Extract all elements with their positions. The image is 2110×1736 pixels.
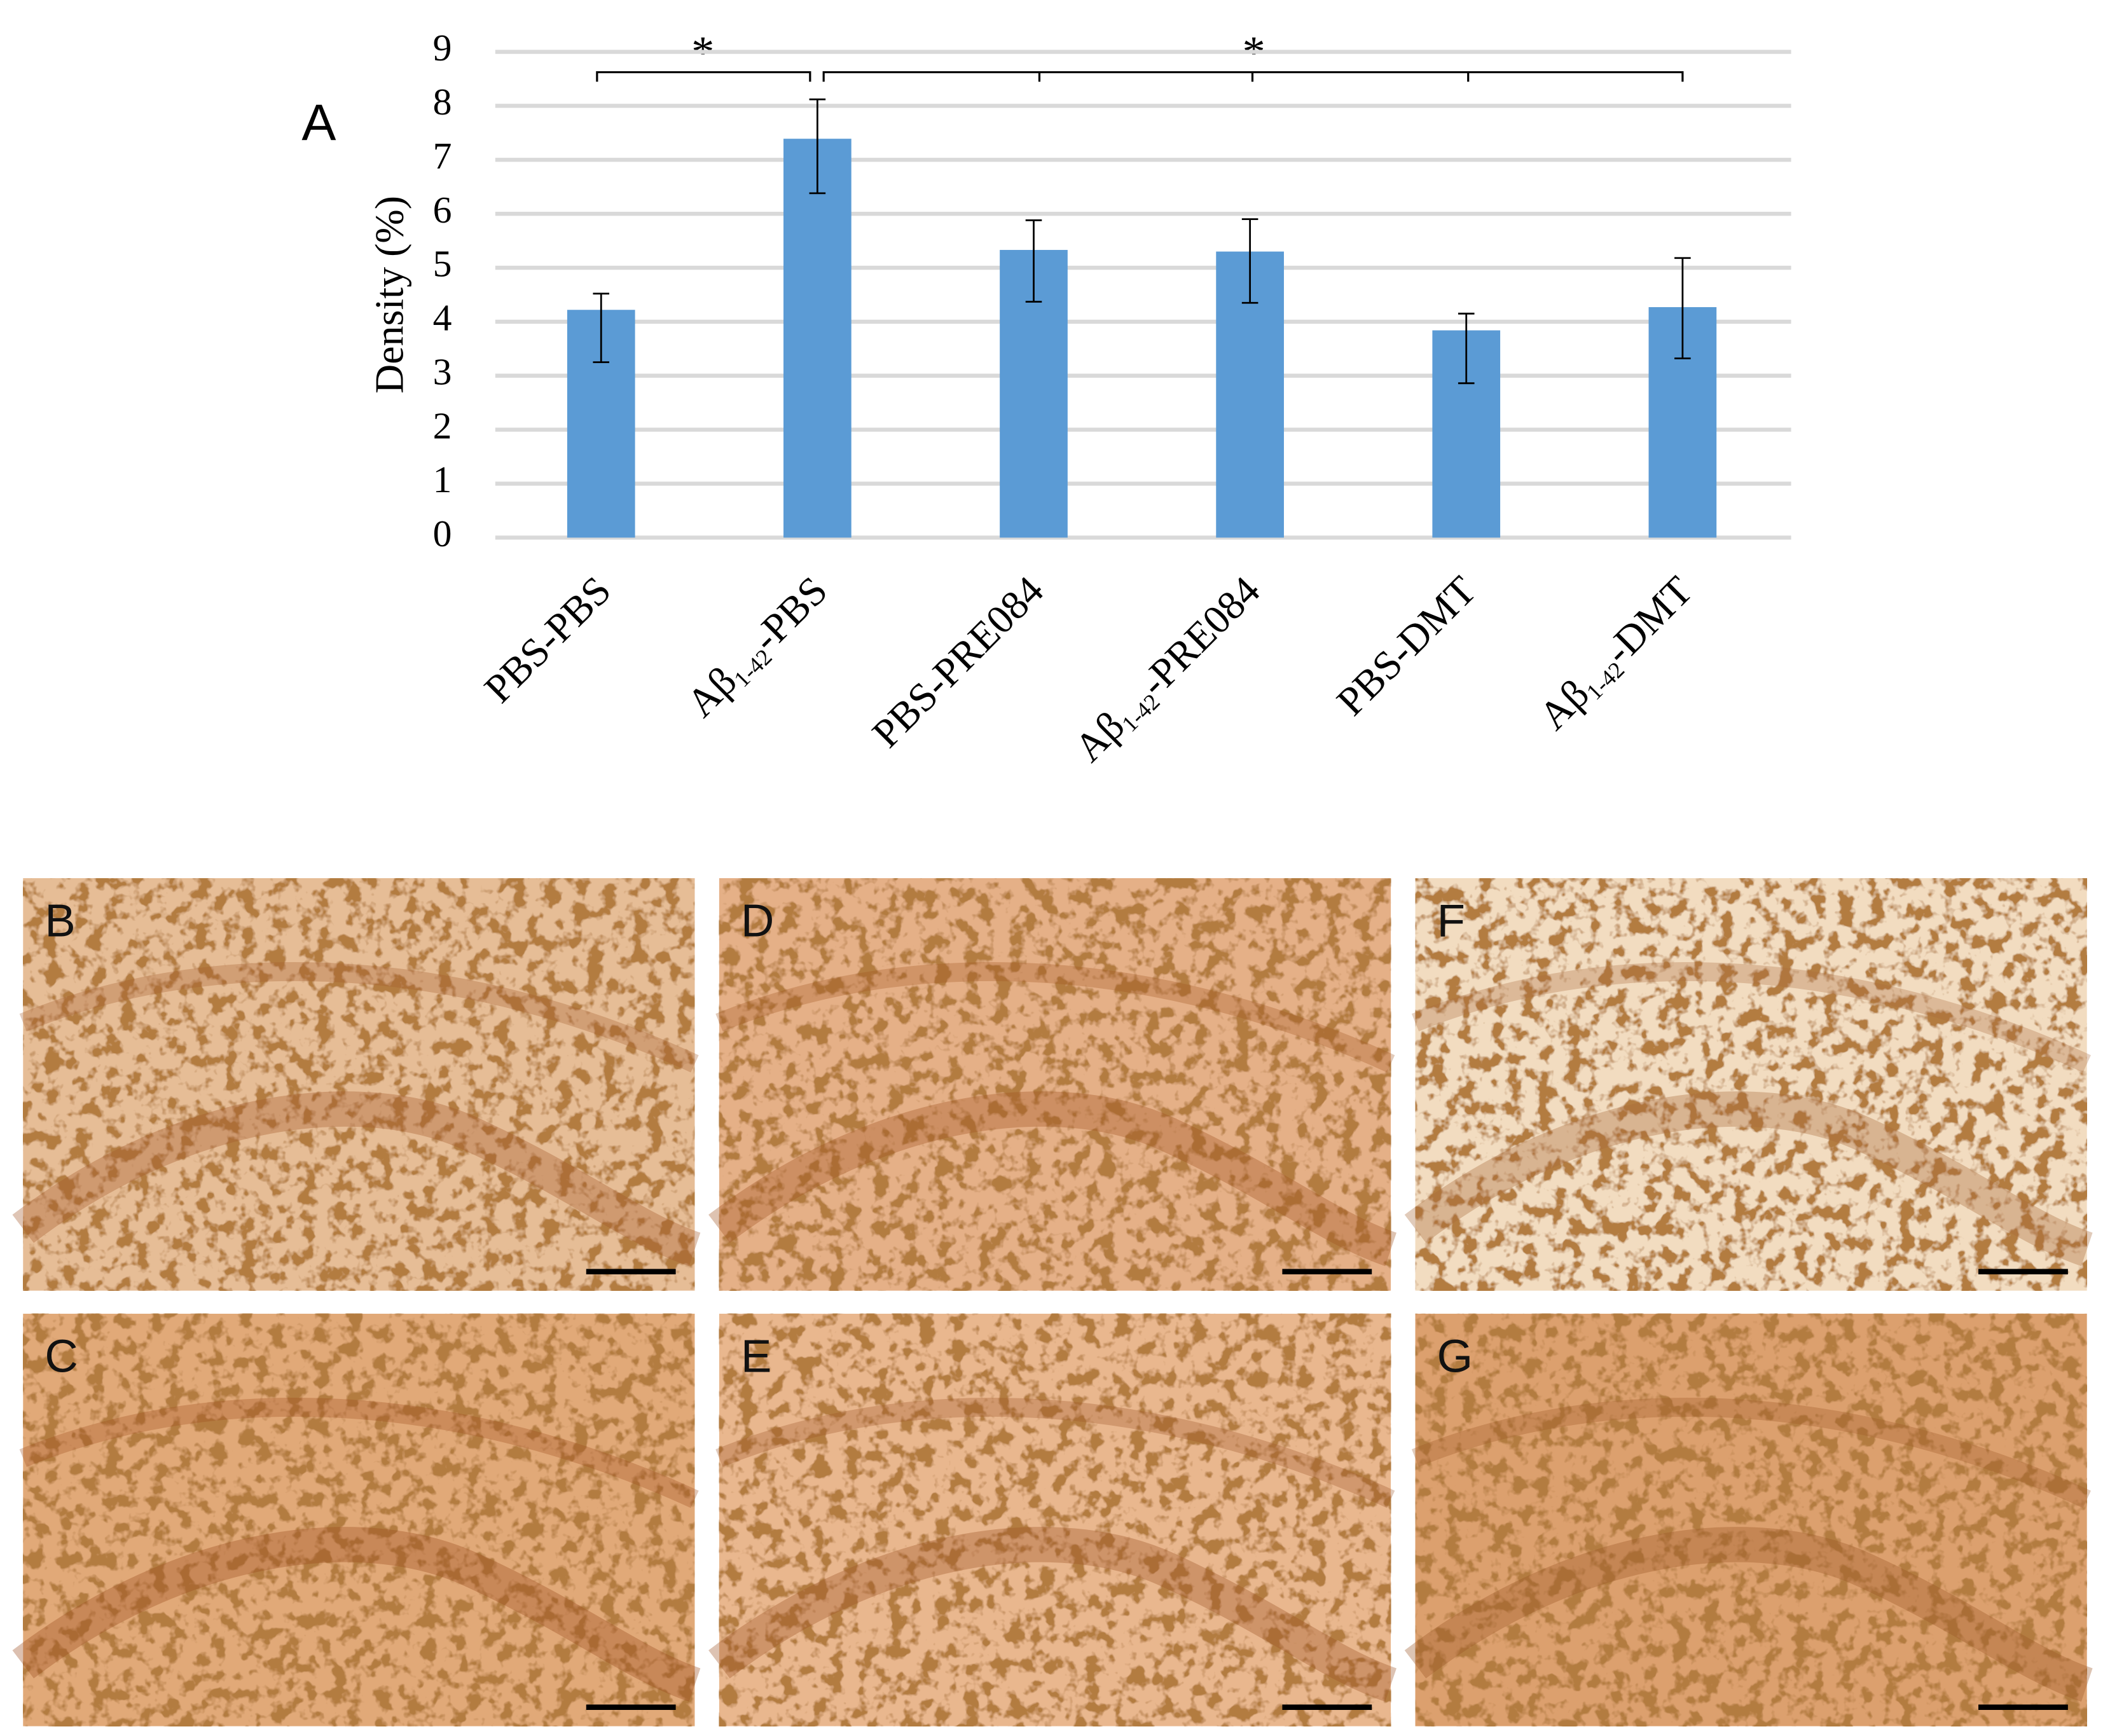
error-bar (1674, 257, 1691, 360)
micrograph-panels: B C D E F G (12, 878, 2093, 1726)
tissue-band (708, 1527, 1397, 1702)
y-tick-label: 9 (433, 27, 452, 69)
panel-label: C (45, 1331, 78, 1382)
tissue-band (1404, 1527, 2093, 1702)
significance-brackets (596, 71, 1684, 82)
panel-label: B (45, 895, 75, 947)
tissue-band (1411, 962, 2091, 1073)
bar (783, 139, 852, 538)
panel-label: G (1437, 1331, 1473, 1382)
bracket (822, 71, 1684, 82)
y-tick-label: 6 (433, 189, 452, 231)
x-tick-label: PBS-DMT (1328, 567, 1484, 724)
panel-label: F (1437, 895, 1465, 947)
error-bar (809, 98, 826, 195)
x-tick-label: Aβ1-42-PRE084 (1066, 567, 1271, 772)
y-tick-label: 0 (433, 513, 452, 555)
tissue-band (19, 1398, 699, 1508)
y-tick-label: 5 (433, 243, 452, 285)
y-tick-label: 1 (433, 458, 452, 500)
y-tick-label: 8 (433, 81, 452, 123)
micrograph (1415, 1313, 2087, 1726)
error-bar (593, 293, 610, 363)
y-tick-label: 4 (433, 297, 452, 339)
tissue-band (12, 1091, 701, 1267)
y-tick-label: 2 (433, 404, 452, 446)
bracket (596, 71, 811, 82)
micrograph (719, 878, 1391, 1291)
x-tick-label: Aβ1-42-PBS (678, 567, 838, 727)
panel-label: A (301, 94, 336, 151)
error-bar (1025, 219, 1042, 303)
error-bar (1458, 312, 1475, 385)
micrograph (1415, 878, 2087, 1291)
panel-label: D (741, 895, 774, 947)
tissue-band (19, 962, 699, 1073)
y-tick-label: 3 (433, 351, 452, 393)
error-bar (1241, 218, 1258, 304)
y-tick-label: 7 (433, 135, 452, 177)
tissue-band (1411, 1398, 2091, 1508)
x-tick-label: PBS-PRE084 (864, 567, 1052, 756)
tissue-band (715, 1398, 1395, 1508)
micrograph (23, 878, 695, 1291)
micrograph (23, 1313, 695, 1726)
tissue-band (715, 962, 1395, 1073)
y-axis-label: Density (%) (366, 196, 411, 394)
micrograph (719, 1313, 1391, 1726)
x-tick-label: Aβ1-42-DMT (1530, 567, 1703, 740)
x-tick-label: PBS-PBS (476, 567, 619, 711)
panel-label: E (741, 1331, 771, 1382)
tissue-band (1404, 1091, 2093, 1267)
tissue-band (12, 1527, 701, 1702)
tissue-band (708, 1091, 1397, 1267)
